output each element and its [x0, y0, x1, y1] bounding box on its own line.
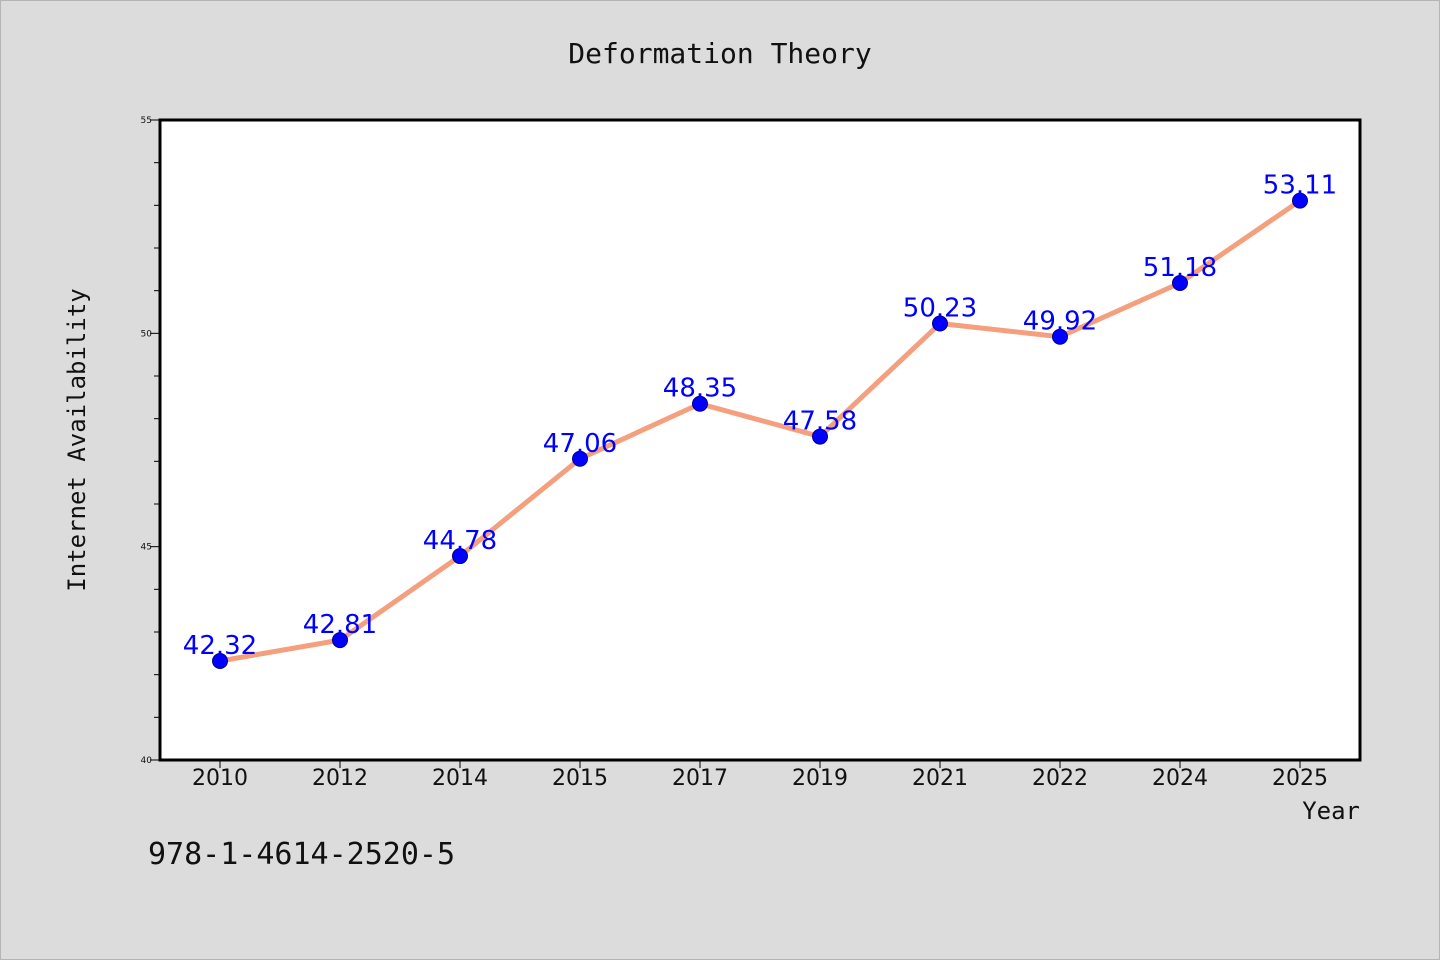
data-label: 42.32 [183, 631, 257, 661]
footer-isbn: 978-1-4614-2520-5 [148, 837, 455, 872]
x-axis: 2010 2012 2014 2015 2017 2019 2021 2022 2024 2025 [192, 760, 1328, 791]
x-tick-label: 2021 [912, 766, 968, 791]
data-point-marker [932, 315, 948, 332]
x-tick-label: 2015 [552, 766, 608, 791]
data-label: 47.06 [543, 429, 617, 459]
data-point-marker [812, 428, 828, 445]
y-tick-label: 50 [141, 329, 153, 339]
data-point-marker [452, 548, 468, 565]
data-label: 51.18 [1143, 253, 1217, 283]
data-point-marker [212, 653, 228, 670]
x-tick-label: 2019 [792, 766, 848, 791]
data-point-marker [1052, 328, 1068, 345]
y-axis: 40 45 50 55 [141, 116, 160, 766]
data-point-marker [332, 632, 348, 649]
data-label: 44.78 [423, 526, 497, 556]
x-tick-label: 2017 [672, 766, 728, 791]
y-tick-label: 55 [141, 116, 152, 126]
data-label: 49.92 [1023, 307, 1097, 337]
chart-title: Deformation Theory [568, 37, 871, 70]
data-point-marker [692, 395, 708, 412]
data-point-marker [1172, 274, 1188, 291]
x-tick-label: 2022 [1032, 766, 1088, 791]
x-tick-label: 2012 [312, 766, 368, 791]
y-axis-label: Internet Availability [63, 288, 91, 591]
x-tick-label: 2024 [1152, 766, 1208, 791]
data-label: 42.81 [303, 610, 377, 640]
data-point-marker [1292, 192, 1308, 209]
x-tick-label: 2025 [1272, 766, 1328, 791]
y-tick-label: 45 [141, 543, 152, 553]
data-label: 53.11 [1263, 171, 1337, 201]
data-label: 48.35 [663, 374, 737, 404]
x-tick-label: 2010 [192, 766, 248, 791]
series-line-group: 42.32 42.81 44.78 47.06 48.35 47.58 50.23 49.92… [183, 171, 1337, 670]
plot-area [158, 118, 1362, 762]
x-tick-label: 2014 [432, 766, 488, 791]
series-line [217, 198, 1303, 664]
data-label: 50.23 [903, 294, 977, 324]
data-label: 47.58 [783, 407, 857, 437]
y-tick-label: 40 [141, 756, 153, 766]
x-axis-label: Year [1302, 797, 1360, 825]
data-point-marker [572, 450, 588, 467]
